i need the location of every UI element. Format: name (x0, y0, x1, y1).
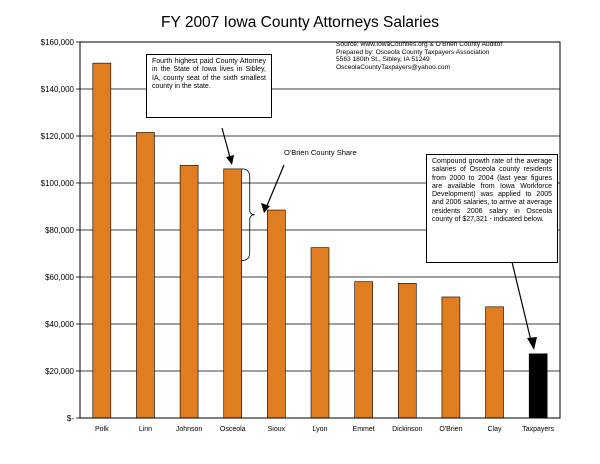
y-tick-label: $60,000 (45, 273, 74, 282)
x-axis-ticks: Polk Linn Johnson Osceola Sioux Lyon Emmet Dick… (95, 426, 555, 433)
taxpayers-note-arrow (511, 261, 533, 346)
bar (441, 296, 461, 419)
y-tick-label: $100,000 (41, 179, 75, 188)
x-tick-label: Taxpayers (522, 426, 554, 433)
obrien-share-brace (241, 168, 255, 261)
y-tick-label: $80,000 (45, 226, 74, 235)
taxpayers-note-arrowhead (527, 337, 537, 350)
x-tick-label: Sioux (268, 426, 286, 433)
bar (528, 353, 548, 419)
source-block: Source: www.IowaCounties.org & O'Brien C… (336, 41, 503, 71)
y-tick-label: $40,000 (45, 320, 74, 329)
osceola-note-text: Fourth highest paid County Attorney in t… (152, 58, 266, 90)
bars (92, 62, 548, 419)
obrien-share-label: O'Brien County Share (284, 148, 357, 157)
bar (179, 165, 199, 419)
prepared-by-line: Prepared by: Osceola County Taxpayers As… (336, 48, 490, 56)
address-line: 5563 180th St., Sibley, IA 51249 (336, 56, 430, 64)
y-axis-ticks: $- $20,000 $40,000 $60,000 $80,000 $100,000 $1… (41, 38, 80, 423)
x-tick-label: Lyon (313, 426, 328, 433)
y-tick-label: $- (67, 414, 74, 423)
x-tick-label: Emmet (353, 426, 375, 433)
bar (267, 209, 286, 419)
plot-area-frame (79, 41, 561, 419)
y-tick-label: $140,000 (41, 85, 75, 94)
y-tick-label: $20,000 (45, 367, 74, 376)
obrien-share-arrow (265, 164, 285, 209)
source-line: Source: www.IowaCounties.org & O'Brien C… (336, 41, 503, 48)
bar (92, 62, 112, 419)
bar (354, 281, 373, 419)
growth-note-text: Compound growth rate of the average sala… (432, 158, 552, 224)
chart-title: FY 2007 Iowa County Attorneys Salaries (161, 14, 439, 31)
x-tick-label: O'Brien (439, 426, 462, 433)
x-tick-label: Clay (488, 426, 503, 433)
y-tick-label: $120,000 (41, 132, 75, 141)
y-tick-label: $160,000 (41, 38, 75, 47)
bar (136, 132, 155, 419)
osceola-note-arrow (221, 127, 232, 162)
osceola-note-box: Fourth highest paid County Attorney in t… (146, 54, 272, 118)
x-tick-label: Osceola (220, 426, 246, 433)
bar (310, 247, 330, 419)
osceola-note-arrowhead (226, 155, 234, 165)
bar (485, 306, 504, 419)
email-line: OsceolaCountyTaxpayers@yahoo.com (336, 63, 451, 71)
x-tick-label: Johnson (176, 426, 203, 433)
bar (223, 168, 243, 419)
x-tick-label: Polk (95, 426, 109, 433)
obrien-share-arrowhead (261, 203, 270, 213)
growth-note-box: Compound growth rate of the average sala… (426, 154, 558, 263)
x-tick-label: Linn (139, 426, 152, 433)
x-tick-label: Dickinson (392, 426, 422, 433)
bar (397, 283, 417, 419)
